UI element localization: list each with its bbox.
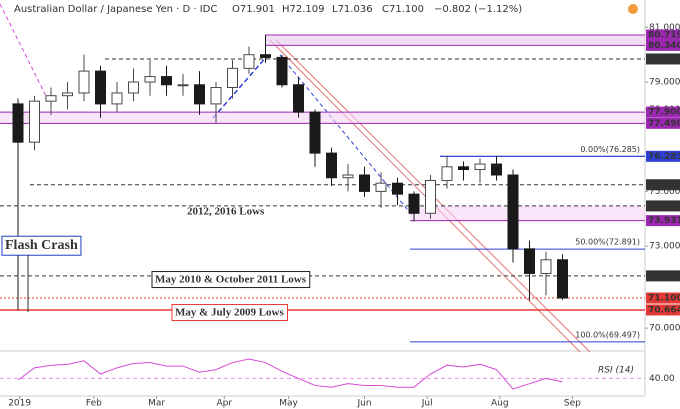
x-tick-label: May	[279, 399, 298, 409]
header-title: Australian Dollar / Japanese Yen · D · I…	[14, 4, 217, 15]
y-tick-label: 75.000	[649, 187, 680, 197]
fib-label: 0.00%(76.285)	[580, 145, 640, 154]
level-tag-label: 71.100	[648, 294, 680, 304]
level-tag	[646, 215, 680, 227]
y-tick-label: 73.000	[649, 242, 680, 252]
x-tick-label: Feb	[86, 399, 102, 409]
candle-body	[243, 54, 255, 69]
annotation-box	[151, 271, 311, 289]
candle-body	[78, 70, 90, 94]
candle-body	[227, 67, 238, 88]
level-tag-label: 70.664	[648, 305, 680, 315]
level-tag-label: 80.340	[648, 41, 680, 51]
level-tag	[646, 117, 680, 129]
trend-line	[0, 3, 49, 101]
level-tag	[646, 53, 680, 65]
candle-body	[128, 81, 139, 94]
candle-body	[144, 76, 156, 83]
candle-body	[194, 84, 205, 105]
x-tick-label: Mar	[148, 399, 165, 409]
candle-body	[441, 166, 453, 181]
level-tag	[646, 304, 680, 316]
header-value: H72.109	[282, 4, 325, 15]
header-value: C71.100	[382, 4, 424, 15]
candle-body	[359, 174, 370, 192]
candle-body	[260, 54, 271, 58]
x-tick-label: Jun	[356, 399, 371, 409]
rsi-line	[17, 358, 563, 390]
candle-body	[326, 152, 337, 179]
x-tick-label: Sep	[564, 399, 581, 409]
level-tag	[646, 179, 680, 191]
candle-body	[474, 163, 486, 171]
candle-body	[161, 76, 172, 86]
candle-body	[111, 92, 123, 105]
annotation: May 2010 & October 2011 Lows	[155, 274, 307, 286]
candle-body	[557, 259, 568, 299]
level-tag-label: 74.469	[648, 201, 680, 211]
candle-body	[95, 70, 106, 105]
level-tag	[646, 270, 680, 282]
fib-label: 100.0%(69.497)	[575, 330, 640, 339]
x-tick-label: Jul	[421, 399, 433, 409]
level-tag	[646, 200, 680, 212]
candle-body	[425, 179, 436, 214]
rsi-tick-label: 40.00	[649, 374, 675, 384]
alert-icon	[628, 4, 638, 14]
fib-label: 50.00%(72.891)	[575, 238, 640, 247]
candle-body	[524, 248, 535, 274]
level-tag-label: 75.243	[648, 180, 680, 190]
candle-body	[392, 182, 403, 195]
level-tag-label: 71.910	[648, 271, 680, 281]
candle-body	[458, 166, 469, 171]
level-tag-label: 73.931	[648, 216, 680, 226]
candle-body	[375, 182, 387, 192]
annotation-box	[171, 304, 288, 322]
level-zone	[410, 205, 645, 221]
level-tag	[646, 106, 680, 118]
candle-body	[309, 111, 321, 154]
annotation: Flash Crash	[5, 238, 78, 253]
level-zone	[265, 35, 645, 46]
candle-body	[408, 193, 420, 214]
x-tick-label: Aug	[491, 399, 509, 409]
candle-body	[210, 87, 222, 105]
level-tag-label: 79.843	[648, 54, 680, 64]
candle-body	[342, 174, 354, 179]
candle-body	[12, 103, 24, 143]
level-tag-label: 77.900	[648, 108, 680, 118]
header-value: O71.901	[232, 4, 275, 15]
candle-body	[62, 92, 73, 97]
level-tag	[646, 150, 680, 162]
candle-body	[29, 100, 40, 143]
level-tag-label: 80.719	[648, 31, 680, 41]
candle-body	[276, 56, 288, 86]
candle-body	[177, 84, 189, 87]
y-tick-label: 79.000	[649, 78, 680, 88]
annotation: May & July 2009 Lows	[175, 307, 285, 319]
level-tag	[646, 29, 680, 41]
annotation: 2012, 2016 Lows	[187, 206, 265, 218]
trend-line	[212, 54, 269, 119]
x-tick-label: 2019	[8, 399, 31, 409]
candle-body	[45, 95, 57, 102]
candle-body	[491, 163, 502, 176]
candle-body	[293, 84, 304, 113]
rsi-label: RSI (14)	[598, 366, 634, 376]
level-tag	[646, 292, 680, 304]
x-tick-label: Apr	[216, 399, 232, 409]
level-tag-label: 77.490	[648, 119, 680, 129]
header-value: L71.036	[332, 4, 373, 15]
y-tick-label: 81.000	[649, 23, 680, 33]
candle-body	[507, 174, 519, 250]
annotation-box	[1, 235, 82, 256]
level-tag-label: 76.283	[648, 152, 680, 162]
y-tick-label: 70.000	[649, 324, 680, 334]
candle-body	[540, 259, 552, 274]
level-tag	[646, 39, 680, 51]
header-value: −0.802 (−1.12%)	[434, 4, 522, 15]
level-zone	[0, 112, 645, 124]
